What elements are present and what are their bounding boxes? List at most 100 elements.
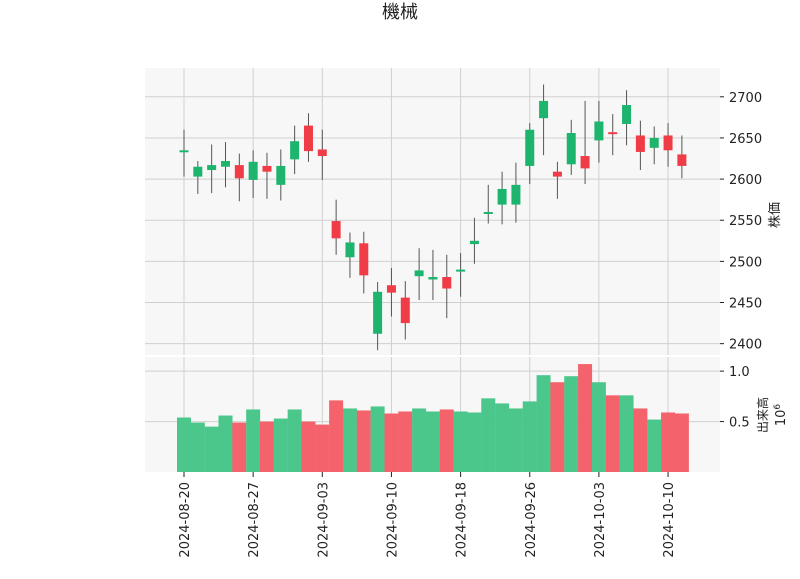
volume-bar xyxy=(329,400,344,472)
candle-body xyxy=(456,269,466,272)
price-tick-label: 2450 xyxy=(729,297,762,312)
volume-bar xyxy=(315,424,330,472)
volume-bar xyxy=(550,382,565,472)
price-tick-label: 2600 xyxy=(729,173,762,188)
volume-bar xyxy=(633,408,648,472)
volume-bar xyxy=(481,398,496,472)
volume-bar xyxy=(342,408,357,472)
volume-unit-base: 10 xyxy=(774,410,789,427)
volume-axis-label: 出来高 xyxy=(755,397,770,433)
price-tick-label: 2700 xyxy=(729,91,762,106)
price-tick-label: 2500 xyxy=(729,255,762,270)
volume-bar xyxy=(412,408,427,472)
candle-body xyxy=(442,277,452,289)
candle-body xyxy=(566,133,576,165)
candle-body xyxy=(525,129,535,166)
candle-body xyxy=(331,221,341,239)
volume-unit-power: 6 xyxy=(773,404,783,410)
candle-body xyxy=(663,135,673,151)
x-tick-label: 2024-09-18 xyxy=(455,482,470,558)
x-tick-label: 2024-09-03 xyxy=(316,482,331,558)
volume-tick-label: 0.5 xyxy=(729,416,750,431)
volume-bar xyxy=(647,419,662,472)
candle-body xyxy=(677,154,687,166)
candle-body xyxy=(303,125,313,152)
x-tick-label: 2024-10-03 xyxy=(593,482,608,558)
volume-bar xyxy=(246,409,261,472)
candle-body xyxy=(608,132,618,135)
x-tick-label: 2024-10-10 xyxy=(662,482,677,558)
candle-body xyxy=(386,285,396,293)
candle-body xyxy=(345,242,355,258)
x-tick-label: 2024-08-20 xyxy=(178,482,193,558)
volume-bar xyxy=(439,409,454,472)
volume-bar xyxy=(619,395,634,472)
volume-bar xyxy=(301,421,316,472)
volume-bar xyxy=(591,382,606,472)
volume-bar xyxy=(356,410,371,472)
price-tick-label: 2650 xyxy=(729,132,762,147)
volume-bar xyxy=(522,401,537,472)
candle-body xyxy=(539,100,549,119)
price-plot-area xyxy=(145,68,720,356)
candle-body xyxy=(262,165,272,172)
candle-body xyxy=(359,243,369,276)
candle-body xyxy=(400,297,410,324)
volume-bar xyxy=(273,418,288,472)
volume-bar xyxy=(578,364,593,472)
candle-body xyxy=(428,277,438,280)
price-axis-label: 株価 xyxy=(768,202,783,228)
volume-bar xyxy=(425,411,440,472)
volume-unit-label: 106 xyxy=(773,404,789,427)
candle-body xyxy=(179,150,189,153)
volume-bar xyxy=(190,422,205,472)
candle-body xyxy=(220,160,230,167)
volume-bar xyxy=(661,412,676,472)
candle-body xyxy=(552,171,562,177)
volume-tick-label: 1.0 xyxy=(729,365,750,380)
volume-bar xyxy=(508,408,523,472)
candle-body xyxy=(276,165,286,185)
price-tick-label: 2400 xyxy=(729,338,762,353)
chart-title: 機械 xyxy=(382,2,418,23)
candle-body xyxy=(207,165,217,171)
candle-body xyxy=(373,291,383,334)
candle-body xyxy=(234,165,244,179)
candle-body xyxy=(511,184,521,205)
volume-bar xyxy=(495,403,510,472)
volume-bar xyxy=(259,421,274,472)
volume-panel: 0.5 1.0 2024-08-20 2024-08-27 2024-09-03 2024… xyxy=(145,355,750,558)
x-tick-label: 2024-09-10 xyxy=(385,482,400,558)
volume-bar xyxy=(674,413,689,472)
price-tick-label: 2550 xyxy=(729,214,762,229)
volume-bar xyxy=(204,426,219,472)
volume-bar xyxy=(287,409,302,472)
candle-body xyxy=(414,270,424,277)
volume-bar xyxy=(232,422,247,472)
volume-bar xyxy=(398,411,413,472)
candle-body xyxy=(580,156,590,169)
volume-bar xyxy=(467,412,482,472)
volume-bar xyxy=(536,375,551,472)
candle-body xyxy=(497,188,507,205)
candle-body xyxy=(248,161,258,180)
candle-body xyxy=(635,135,645,152)
volume-bar xyxy=(564,376,579,472)
volume-bar xyxy=(605,395,620,472)
candle-body xyxy=(594,121,604,141)
candle-body xyxy=(649,137,659,148)
candle-body xyxy=(622,105,632,124)
candle-body xyxy=(469,240,479,245)
volume-bar xyxy=(370,406,385,472)
volume-bar xyxy=(453,411,468,472)
x-tick-label: 2024-08-27 xyxy=(247,482,262,558)
x-tick-label: 2024-09-26 xyxy=(524,482,539,558)
candle-body xyxy=(290,141,300,160)
price-panel: 2400 2450 2500 2550 2600 2650 2700 xyxy=(145,68,762,356)
volume-bar xyxy=(218,415,233,472)
candle-body xyxy=(193,166,203,177)
volume-bar xyxy=(384,413,399,472)
candle-body xyxy=(317,149,327,157)
